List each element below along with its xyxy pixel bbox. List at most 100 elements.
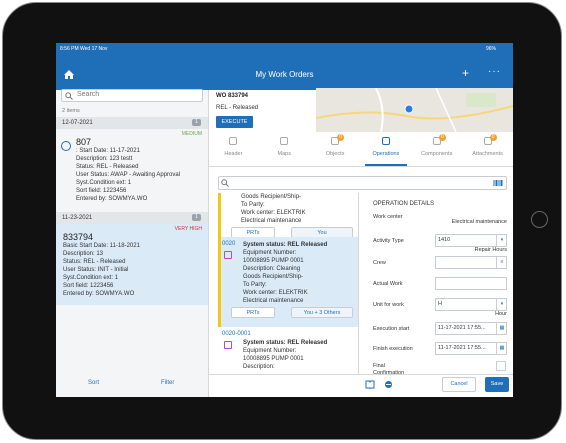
item-count: 2 items [62, 108, 80, 114]
operation-icon [224, 251, 232, 259]
field-label: Unit for work [373, 302, 404, 308]
operation-button[interactable]: You + 3 Others [291, 307, 353, 318]
item-line: Sort field: 1223456 [63, 283, 114, 289]
field-input[interactable] [435, 298, 507, 311]
tab-badge: 0 [337, 134, 345, 141]
tab-icon[interactable] [229, 137, 238, 145]
tab-label[interactable]: Header [224, 151, 243, 157]
header-title: My Work Orders [255, 70, 314, 79]
field-label: Finish execution [373, 346, 413, 352]
tab-underline [364, 164, 408, 166]
tab-icon[interactable] [432, 137, 441, 145]
work-order-id: 833794 [63, 232, 94, 242]
tab-icon[interactable] [331, 137, 340, 145]
group-date: 12-07-2021 [62, 120, 93, 126]
tab-label[interactable]: Operations [372, 151, 400, 157]
item-line: User Status: INIT - Initial [63, 267, 129, 273]
field-label: Work center [373, 214, 403, 220]
search-placeholder: Search [77, 91, 100, 98]
operation-line: Goods Recipient/Ship- [241, 194, 302, 200]
tool-icon[interactable] [384, 380, 393, 389]
field-icon[interactable]: ▾ [496, 299, 507, 310]
tab-badge: 0 [489, 134, 497, 141]
tab-icon[interactable] [381, 137, 390, 145]
home-icon[interactable] [63, 69, 75, 80]
item-line: Description: 13 [63, 251, 104, 257]
operation-line: 10008895 PUMP 0001 [243, 258, 304, 264]
group-header [56, 117, 208, 129]
item-line: Entered by: SOWMYA.WO [76, 196, 148, 202]
tab-label[interactable]: Components [421, 151, 453, 157]
item-line: Sort field: 1223456 [76, 188, 127, 194]
field-input[interactable] [435, 342, 507, 355]
field-input[interactable] [435, 256, 507, 269]
tab-icon[interactable] [280, 137, 289, 145]
add-button[interactable]: + [462, 66, 470, 80]
list-toolbar [56, 374, 209, 397]
status-time: 8:56 PM Wed 17 Nov [60, 46, 108, 52]
field-label: Actual Work [373, 281, 403, 287]
item-line: User Status: AWAP - Awaiting Approval [76, 172, 181, 178]
book-icon[interactable] [365, 380, 375, 389]
divider [358, 193, 359, 374]
save-button[interactable]: Save [485, 377, 509, 392]
item-line: Entered by: SOWMYA.WO [63, 291, 135, 297]
field-input[interactable] [435, 234, 507, 247]
field-value: 11-17-2021 17:55... [438, 345, 486, 351]
operation-line: Electrical maintenance [241, 218, 302, 224]
tab-label[interactable]: Maps [277, 151, 291, 157]
field-label: Final Confirmation [373, 363, 405, 376]
operation-line: System status: REL Released [243, 340, 328, 346]
operation-line: 10008895 PUMP 0001 [243, 356, 304, 362]
filter-button[interactable]: Filter [161, 380, 175, 386]
item-line: Description: 123 testt [76, 156, 133, 162]
search-box[interactable] [61, 89, 203, 102]
operation-line: To Party: [241, 202, 265, 208]
operation-line: Work center: ELEKTRIK [243, 290, 308, 296]
priority: VERY HIGH [174, 226, 202, 232]
status-battery: 96% [486, 46, 497, 52]
field-label: Activity Type [373, 238, 404, 244]
field-icon[interactable]: ▦ [496, 343, 507, 354]
operation-line: Equipment Number: [243, 348, 297, 354]
field-subtext: Repair Hours [474, 247, 507, 253]
group-header [56, 212, 208, 224]
operation-line: To Party: [243, 282, 267, 288]
field-subtext: Electrical maintenance [451, 219, 507, 225]
screen: 8:56 PM Wed 17 Nov 96% My Work Orders + … [56, 43, 513, 397]
operation-id: 0020-0001 [222, 331, 251, 337]
group-badge: 1 [192, 119, 201, 126]
execute-button[interactable]: EXECUTE [216, 116, 253, 128]
field-icon[interactable]: ≡ [496, 257, 507, 268]
home-button[interactable] [531, 211, 548, 228]
more-button[interactable]: ··· [488, 66, 501, 77]
operation-line: System status: REL Released [243, 242, 328, 248]
field-input[interactable] [435, 277, 507, 290]
cancel-button[interactable]: Cancel [442, 377, 476, 392]
field-input[interactable] [435, 322, 507, 335]
tab-bar [208, 133, 513, 167]
tab-label[interactable]: Attachments [472, 151, 503, 157]
selection-bar [218, 193, 221, 327]
operation-line: Equipment Number: [243, 250, 297, 256]
map [316, 88, 513, 132]
operation-line: Work center: ELEKTRIK [241, 210, 306, 216]
tab-icon[interactable] [483, 137, 492, 145]
barcode-icon[interactable] [493, 179, 503, 187]
item-line: Syst.Condition ext: 1 [76, 180, 132, 186]
field-icon[interactable]: ▾ [496, 235, 507, 246]
field-icon[interactable]: ▦ [496, 323, 507, 334]
item-line: Status: REL - Released [76, 164, 139, 170]
field-label: Execution start [373, 326, 410, 332]
checkbox[interactable] [496, 361, 506, 371]
section-title: OPERATION DETAILS [373, 201, 435, 207]
wo-number: WO 833794 [216, 93, 249, 99]
operation-search[interactable] [218, 176, 507, 190]
operation-id: 0020 [222, 241, 236, 247]
tab-label[interactable]: Objects [325, 151, 345, 157]
field-value: H [438, 301, 442, 307]
operation-button[interactable]: PRTs [231, 307, 275, 318]
item-line: Syst.Condition ext: 1 [63, 275, 119, 281]
priority: MEDIUM [181, 131, 202, 137]
sort-button[interactable]: Sort [88, 380, 100, 386]
